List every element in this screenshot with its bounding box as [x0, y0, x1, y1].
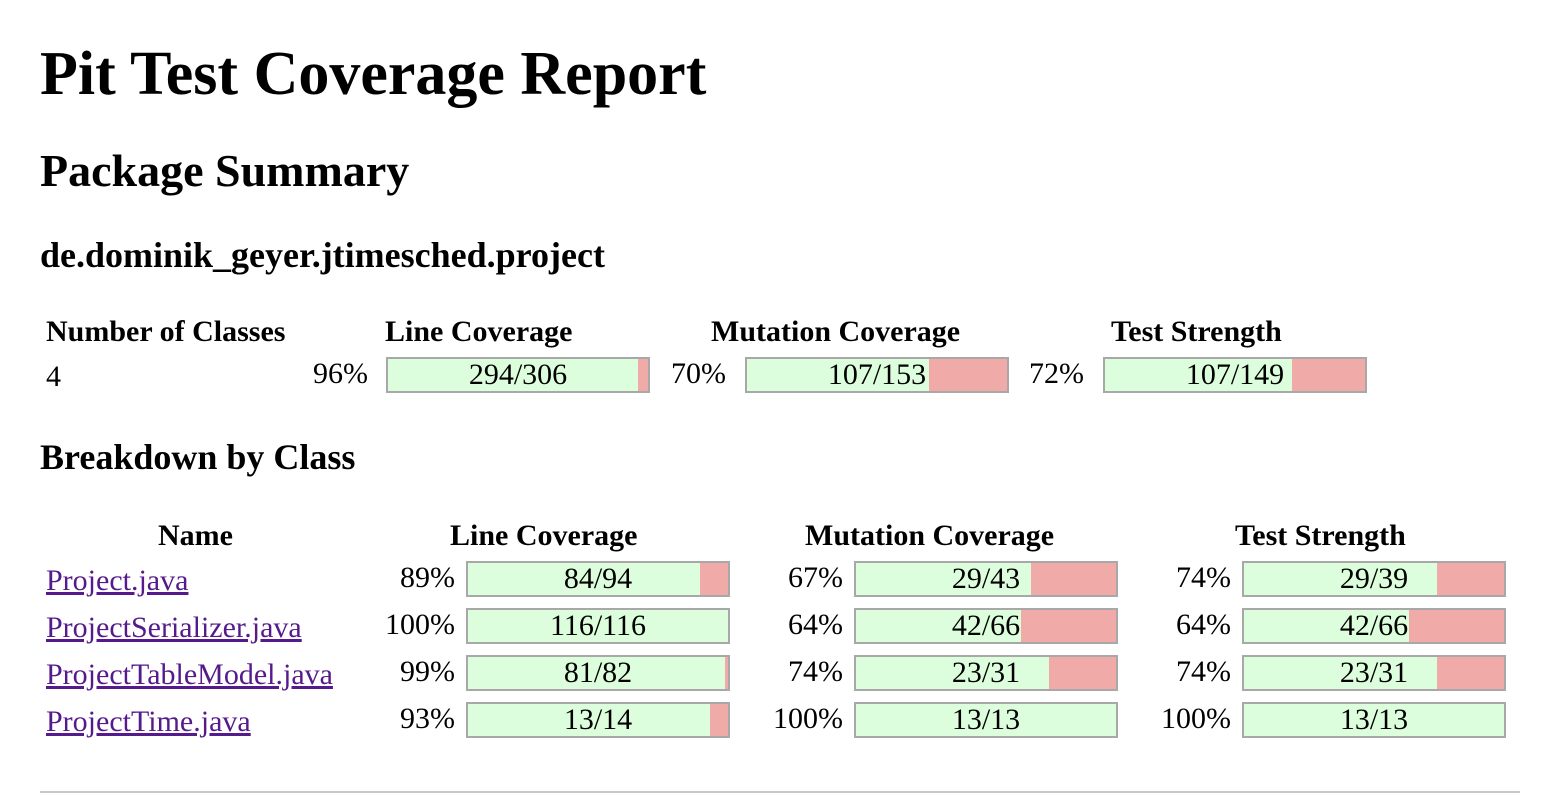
row-strength-percent: 100% [1161, 702, 1231, 735]
row-line-bar-label: 81/82 [563, 656, 633, 689]
breakdown-header-name: Name [158, 519, 233, 552]
row-line-bar-label: 13/14 [563, 703, 633, 736]
breakdown-header-line: Line Coverage [450, 519, 638, 552]
row-strength-bar: 42/66 [1242, 608, 1506, 644]
summary-line-percent: 96% [313, 357, 368, 390]
row-line-bar-fill [468, 563, 701, 595]
row-mutation-bar-label: 23/31 [951, 656, 1021, 689]
row-mutation-bar-label: 13/13 [951, 703, 1021, 736]
summary-strength-bar: 107/149 [1103, 357, 1367, 393]
row-mutation-percent: 64% [788, 608, 843, 641]
class-link-project-time[interactable]: ProjectTime.java [46, 705, 251, 738]
row-line-percent: 100% [385, 608, 455, 641]
summary-line-bar: 294/306 [386, 357, 650, 393]
summary-line-bar-fill [388, 359, 638, 391]
row-line-percent: 89% [400, 561, 455, 594]
footer-divider [40, 791, 1520, 793]
row-mutation-bar: 42/66 [854, 608, 1118, 644]
summary-mutation-bar: 107/153 [745, 357, 1009, 393]
row-mutation-bar-label: 42/66 [951, 609, 1021, 642]
summary-header-mutation: Mutation Coverage [711, 315, 961, 348]
row-strength-bar-fill [1244, 610, 1410, 642]
summary-mutation-bar-label: 107/153 [827, 358, 927, 391]
row-mutation-bar-fill [856, 704, 1116, 736]
class-link-project-table-model[interactable]: ProjectTableModel.java [46, 658, 333, 691]
row-strength-bar-label: 13/13 [1339, 703, 1409, 736]
row-mutation-bar: 13/13 [854, 702, 1118, 738]
summary-line-bar-label: 294/306 [468, 358, 568, 391]
report-page: Pit Test Coverage Report Package Summary… [40, 0, 1520, 796]
row-strength-bar-fill [1244, 563, 1438, 595]
row-line-bar-fill [468, 704, 710, 736]
row-strength-bar: 29/39 [1242, 561, 1506, 597]
summary-strength-bar-fill [1105, 359, 1292, 391]
package-name: de.dominik_geyer.jtimesched.project [40, 235, 605, 275]
row-line-bar: 116/116 [466, 608, 730, 644]
row-mutation-bar: 23/31 [854, 655, 1118, 691]
row-mutation-percent: 67% [788, 561, 843, 594]
row-strength-bar-label: 23/31 [1339, 656, 1409, 689]
row-line-percent: 93% [400, 702, 455, 735]
summary-strength-bar-label: 107/149 [1185, 358, 1285, 391]
row-strength-percent: 64% [1176, 608, 1231, 641]
row-strength-bar-label: 42/66 [1339, 609, 1409, 642]
breakdown-header-mutation: Mutation Coverage [805, 519, 1055, 552]
summary-mutation-percent: 70% [671, 357, 726, 390]
summary-mutation-bar-fill [747, 359, 929, 391]
row-strength-percent: 74% [1176, 655, 1231, 688]
row-mutation-bar-fill [856, 657, 1049, 689]
row-mutation-bar-fill [856, 610, 1022, 642]
package-summary-heading: Package Summary [40, 145, 410, 196]
class-link-project[interactable]: Project.java [46, 564, 189, 597]
row-mutation-bar-label: 29/43 [951, 562, 1021, 595]
row-strength-bar-fill [1244, 657, 1437, 689]
row-strength-percent: 74% [1176, 561, 1231, 594]
page-title: Pit Test Coverage Report [40, 40, 707, 108]
row-line-bar: 13/14 [466, 702, 730, 738]
row-line-bar-fill [468, 657, 725, 689]
row-mutation-percent: 74% [788, 655, 843, 688]
row-mutation-bar: 29/43 [854, 561, 1118, 597]
row-line-percent: 99% [400, 655, 455, 688]
summary-header-classes: Number of Classes [46, 315, 286, 348]
summary-strength-percent: 72% [1029, 357, 1084, 390]
row-mutation-bar-fill [856, 563, 1032, 595]
row-strength-bar-label: 29/39 [1339, 562, 1409, 595]
row-line-bar-label: 84/94 [563, 562, 633, 595]
row-line-bar: 81/82 [466, 655, 730, 691]
row-strength-bar: 13/13 [1242, 702, 1506, 738]
row-strength-bar-fill [1244, 704, 1504, 736]
breakdown-header-strength: Test Strength [1235, 519, 1406, 552]
row-mutation-percent: 100% [773, 702, 843, 735]
row-strength-bar: 23/31 [1242, 655, 1506, 691]
row-line-bar-fill [468, 610, 728, 642]
row-line-bar: 84/94 [466, 561, 730, 597]
class-link-project-serializer[interactable]: ProjectSerializer.java [46, 611, 302, 644]
summary-header-line: Line Coverage [385, 315, 573, 348]
summary-header-strength: Test Strength [1111, 315, 1282, 348]
breakdown-heading: Breakdown by Class [40, 437, 356, 477]
summary-num-classes: 4 [46, 360, 61, 393]
row-line-bar-label: 116/116 [549, 609, 647, 642]
